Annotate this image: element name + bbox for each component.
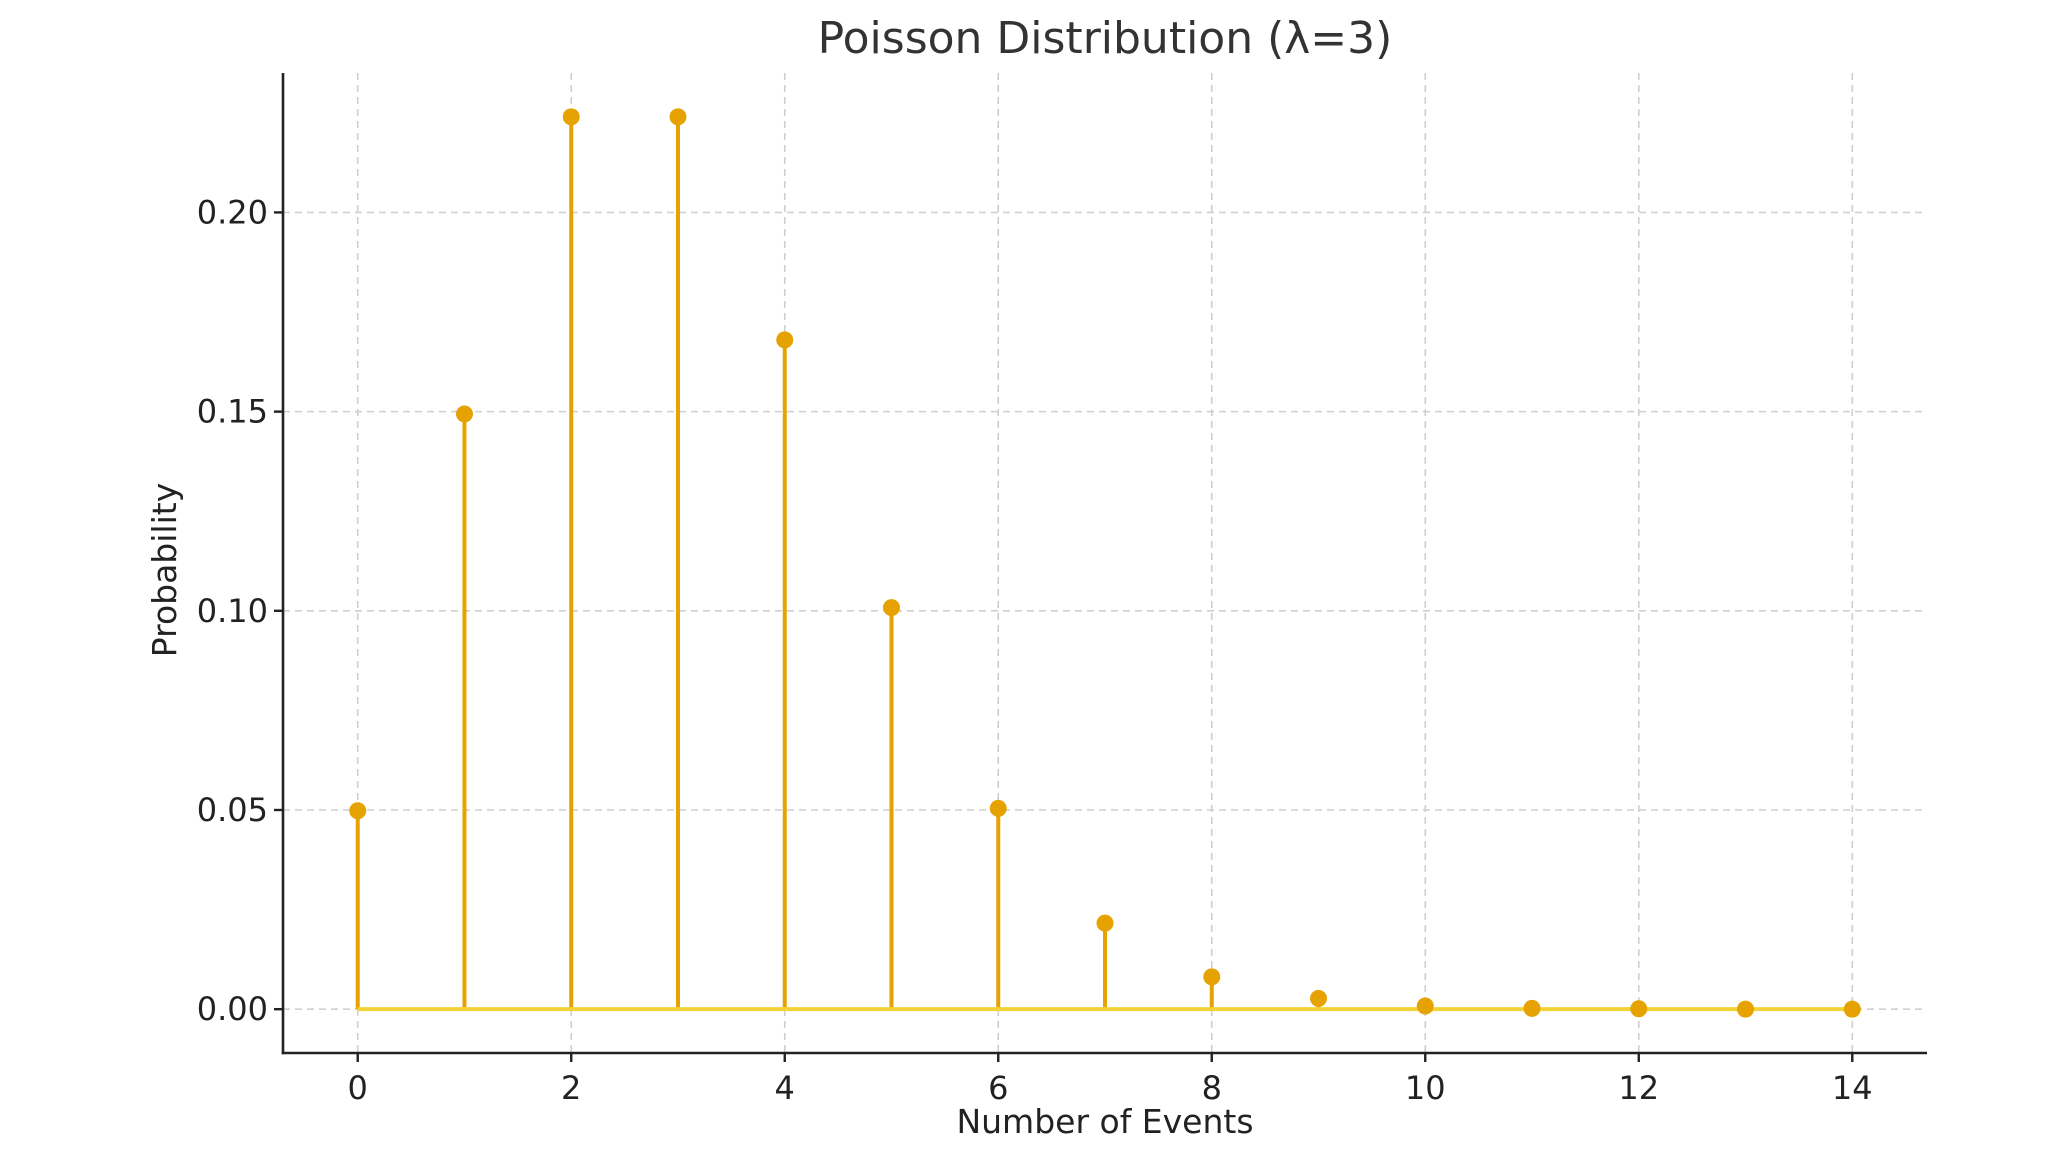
axes	[281, 73, 1927, 1055]
y-tick-label: 0.10	[197, 592, 268, 630]
stem-marker	[1203, 968, 1221, 986]
stem-marker	[1310, 989, 1328, 1007]
x-tick-label: 14	[1832, 1069, 1873, 1107]
stem-marker	[776, 331, 794, 349]
y-tick-label: 0.15	[197, 393, 268, 431]
x-tick-label: 6	[988, 1069, 1008, 1107]
stem-marker	[1523, 999, 1541, 1017]
x-tick-label: 8	[1202, 1069, 1222, 1107]
x-tick-label: 0	[348, 1069, 368, 1107]
x-axis-label: Number of Events	[956, 1102, 1253, 1141]
stem-marker	[1096, 914, 1114, 932]
stem-marker	[1416, 997, 1434, 1015]
chart-title: Poisson Distribution (λ=3)	[818, 13, 1393, 64]
y-tick-label: 0.05	[197, 791, 268, 829]
stem-marker	[989, 799, 1007, 817]
markers	[349, 108, 1861, 1018]
x-tick-label: 12	[1618, 1069, 1659, 1107]
ticks: 0 2 4 6 8 10 12 14 0.00 0.05 0.10 0.15 0.20	[197, 193, 1873, 1107]
stem-marker	[1630, 1000, 1648, 1018]
x-tick-label: 10	[1405, 1069, 1446, 1107]
stem-marker	[882, 599, 900, 617]
x-tick-label: 2	[561, 1069, 581, 1107]
stem-marker	[562, 108, 580, 126]
y-tick-label: 0.00	[197, 990, 268, 1028]
x-tick-label: 4	[775, 1069, 795, 1107]
stem-marker	[1843, 1000, 1861, 1018]
stem-marker	[349, 802, 367, 820]
stems	[355, 116, 1641, 1010]
stem-marker	[1737, 1000, 1755, 1018]
y-axis-label: Probability	[145, 483, 184, 657]
stem-marker	[455, 405, 473, 423]
y-tick-label: 0.20	[197, 193, 268, 231]
stem-marker	[669, 108, 687, 126]
grid	[283, 73, 1927, 1053]
